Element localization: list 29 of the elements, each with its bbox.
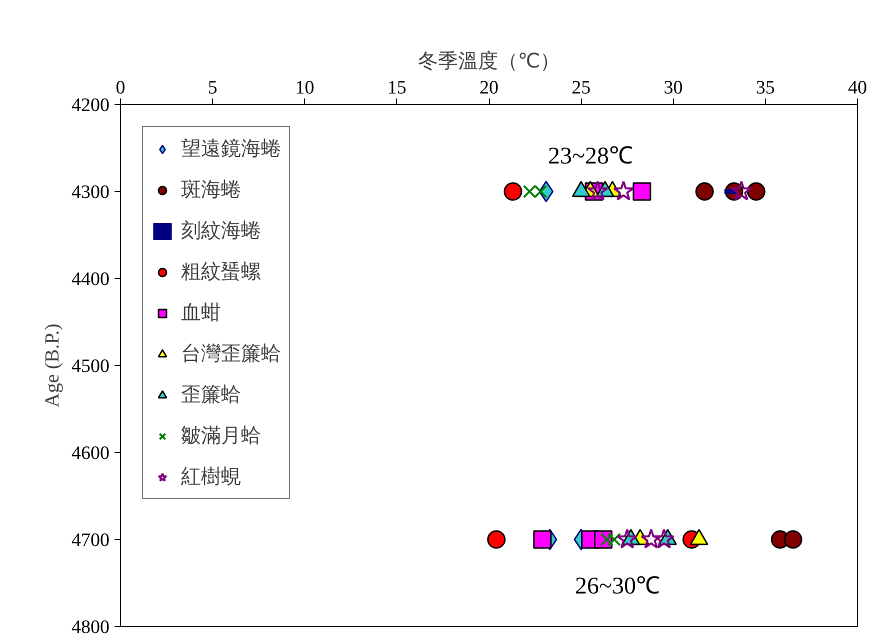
annotation: 26~30℃	[575, 574, 660, 600]
legend-label: 血蚶	[181, 299, 221, 326]
legend-label: 歪簾蛤	[181, 381, 241, 408]
legend-label: 斑海蜷	[181, 176, 241, 203]
y-tick-label: 4200	[72, 95, 110, 116]
x-tick-label: 20	[480, 78, 498, 98]
y-tick-label: 4400	[72, 269, 110, 290]
legend-label: 皺滿月蛤	[181, 422, 261, 449]
y-tick-label: 4600	[72, 443, 110, 464]
legend-label: 台灣歪簾蛤	[181, 340, 281, 367]
x-tick-label: 10	[295, 78, 314, 98]
y-tick-label: 4300	[72, 182, 110, 203]
x-tick-label: 15	[387, 78, 406, 98]
x-tick-label: 30	[664, 78, 683, 98]
annotation: 23~28℃	[548, 144, 633, 170]
legend-label: 刻紋海蜷	[181, 217, 261, 244]
y-tick-label: 4500	[72, 356, 110, 377]
x-axis-title: 冬季溫度（℃）	[418, 48, 560, 72]
x-tick-label: 0	[116, 78, 126, 98]
x-tick-label: 35	[756, 78, 775, 98]
y-tick-label: 4800	[72, 617, 110, 638]
x-tick-label: 40	[848, 78, 867, 98]
legend-label: 粗紋蜑螺	[181, 258, 261, 285]
y-tick-label: 4700	[72, 530, 110, 551]
x-tick-label: 5	[208, 78, 218, 98]
x-tick-label: 25	[572, 78, 591, 98]
legend-label: 望遠鏡海蜷	[181, 135, 281, 162]
legend-label: 紅樹蜆	[181, 463, 241, 490]
y-axis-title: Age (B.P.)	[42, 324, 64, 408]
